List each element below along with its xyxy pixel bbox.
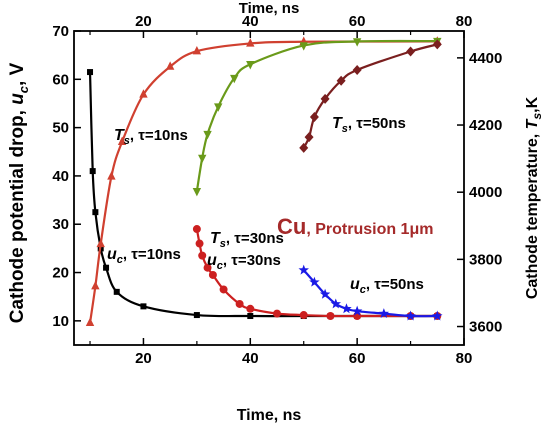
series-2	[298, 264, 443, 321]
data-point	[432, 39, 442, 50]
data-point	[203, 263, 212, 272]
data-point	[96, 238, 105, 248]
data-point	[246, 304, 255, 313]
data-point	[208, 270, 217, 279]
data-point	[235, 299, 244, 308]
data-point	[91, 281, 100, 290]
data-point	[299, 142, 309, 153]
data-point	[214, 103, 223, 112]
series-annotation: uc, τ=10ns	[107, 246, 181, 266]
data-point	[309, 111, 319, 122]
x-tick-label: 20	[135, 350, 152, 367]
data-point	[341, 303, 352, 314]
y-right-tick-label: 4200	[469, 117, 502, 134]
y-left-tick-label: 60	[52, 71, 69, 88]
data-point	[326, 312, 335, 321]
data-point	[198, 251, 207, 260]
data-point	[89, 168, 96, 175]
data-point	[87, 69, 94, 76]
x-top-tick-label: 80	[456, 13, 473, 30]
y-right-tick-label: 3800	[469, 251, 502, 268]
data-point	[320, 93, 330, 104]
data-point	[273, 309, 282, 318]
material-label: Cu, Protrusion 1μm	[277, 214, 433, 239]
data-point	[192, 45, 202, 55]
series-5	[299, 39, 442, 153]
y-right-axis-title: Cathode temperature, Ts,K	[524, 96, 544, 299]
y-left-tick-label: 20	[52, 265, 69, 282]
data-point	[165, 61, 175, 70]
y-right-tick-label: 4400	[469, 50, 502, 67]
x-axis-title: Time, ns	[237, 407, 302, 424]
data-point	[336, 75, 346, 86]
data-point	[198, 154, 207, 164]
data-point	[304, 132, 314, 143]
data-point	[103, 264, 110, 271]
data-point	[352, 38, 362, 47]
data-point	[193, 312, 200, 319]
data-point	[247, 313, 254, 320]
data-point	[139, 89, 148, 98]
y-right-tick-label: 4000	[469, 184, 502, 201]
text-layer: 20 40 60 80 20 40 60 80 10 20 30 40 50 60 70 3600 3800 40…	[7, 0, 544, 424]
x-top-axis-title: Time, ns	[239, 0, 300, 17]
x-top-tick-label: 20	[135, 13, 152, 30]
y-left-tick-label: 10	[52, 313, 69, 330]
x-tick-label: 80	[456, 350, 473, 367]
plot-border	[73, 30, 465, 346]
data-point	[299, 311, 308, 320]
data-point	[113, 288, 120, 295]
y-left-tick-label: 40	[52, 168, 69, 185]
data-point	[230, 74, 239, 84]
y-left-tick-label: 30	[52, 216, 69, 233]
plot-frame	[73, 30, 465, 346]
x-top-tick-label: 60	[349, 13, 366, 30]
series-annotation: Ts, τ=10ns	[114, 127, 188, 147]
data-point	[203, 130, 212, 140]
x-tick-label: 40	[242, 350, 259, 367]
data-point	[140, 303, 147, 310]
data-point	[107, 171, 116, 180]
data-point	[195, 239, 204, 248]
data-point	[432, 310, 443, 321]
data-point	[319, 288, 331, 299]
data-point	[351, 305, 363, 316]
data-point	[299, 42, 308, 51]
data-point	[405, 310, 416, 321]
data-point	[378, 308, 390, 319]
x-top-tick-label: 40	[242, 13, 259, 30]
data-point	[246, 61, 255, 70]
series-annotation: uc, τ=30ns	[207, 252, 281, 272]
series-annotation: Ts, τ=50ns	[332, 115, 406, 135]
series-annotation: uc, τ=50ns	[350, 276, 424, 296]
data-point	[192, 225, 201, 234]
data-point	[298, 264, 309, 275]
data-point	[117, 136, 127, 146]
series-line	[88, 40, 438, 323]
data-point	[352, 64, 362, 75]
data-layer	[85, 36, 443, 327]
data-point	[406, 46, 416, 57]
y-left-tick-label: 70	[52, 23, 69, 40]
y-left-tick-label: 50	[52, 120, 69, 137]
y-left-axis-title: Cathode potential drop, uc, V	[7, 62, 31, 323]
data-point	[219, 285, 228, 294]
data-point	[85, 317, 95, 327]
y-right-tick-label: 3600	[469, 319, 502, 336]
data-point	[92, 209, 99, 216]
data-point	[309, 276, 320, 287]
x-tick-label: 60	[349, 350, 366, 367]
series-annotation: Ts, τ=30ns	[210, 230, 284, 250]
data-point	[330, 298, 342, 309]
data-point	[192, 187, 202, 197]
data-point	[246, 38, 255, 47]
